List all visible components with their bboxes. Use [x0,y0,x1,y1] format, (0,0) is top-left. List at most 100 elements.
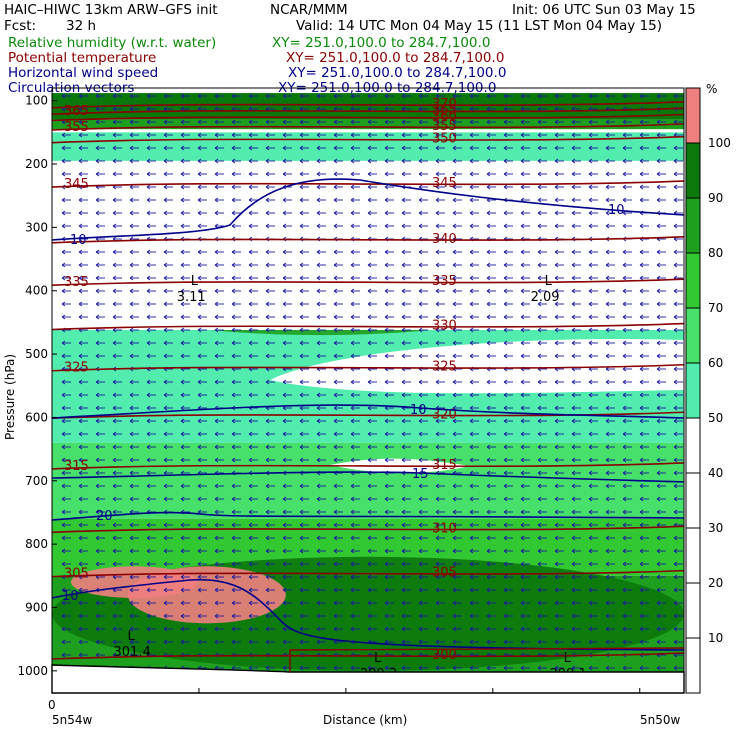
vector-arrow-246 [469,171,479,177]
vector-arrow-1215 [588,509,598,515]
vector-arrow-975 [282,431,292,437]
vector-arrow-1200 [333,509,343,515]
vector-arrow-877 [503,392,513,398]
vector-arrow-1204 [401,509,411,515]
vector-arrow-1017 [367,444,377,450]
vector-arrow-8 [197,93,207,99]
vector-arrow-98 [469,119,479,125]
vector-arrow-377 [180,223,190,229]
vector-arrow-1251 [571,522,581,528]
vector-arrow-1480 [61,613,71,619]
vector-arrow-106 [605,119,615,125]
vector-arrow-1551 [639,626,649,632]
vector-arrow-1568 [299,639,309,645]
vector-arrow-227 [146,171,156,177]
vector-arrow-758 [367,353,377,359]
vector-arrow-588 [622,288,632,294]
vector-arrow-954 [554,418,564,424]
vector-arrow-1462 [384,600,394,606]
vector-arrow-351 [367,210,377,216]
vector-arrow-955 [571,418,581,424]
vector-arrow-1373 [129,574,139,580]
vector-arrow-916 [537,405,547,411]
vector-arrow-1039 [112,457,122,463]
vector-arrow-499 [367,262,377,268]
vector-arrow-1494 [299,613,309,619]
vector-arrow-888 [61,405,71,411]
theta-line-305 [52,569,684,578]
vector-arrow-619 [520,301,530,307]
vector-arrow-311 [316,197,326,203]
vector-arrow-1212 [537,509,547,515]
vector-arrow-556 [78,288,88,294]
vector-arrow-649 [401,314,411,320]
theta-label-340: 340 [432,232,457,247]
vector-arrow-548 [571,275,581,281]
vector-arrow-1588 [639,639,649,645]
vector-arrow-595 [112,301,122,307]
vector-arrow-1509 [554,613,564,619]
vector-arrow-839 [486,379,496,385]
vector-arrow-1229 [197,522,207,528]
vector-arrow-1296 [78,548,88,554]
vector-arrow-253 [588,171,598,177]
vector-arrow-1544 [520,626,530,632]
vector-arrow-1303 [197,548,207,554]
vector-arrow-457 [282,249,292,255]
vector-arrow-1336 [129,561,139,567]
vector-arrow-1503 [452,613,462,619]
vector-arrow-306 [231,197,241,203]
vector-arrow-618 [503,301,513,307]
vector-arrow-211 [503,158,513,164]
vector-arrow-122 [248,132,258,138]
vector-arrow-91 [350,119,360,125]
vector-arrow-1151 [129,496,139,502]
theta-label-310: 310 [432,521,457,536]
vector-arrow-1019 [401,444,411,450]
vector-arrow-1487 [180,613,190,619]
vector-arrow-111 [61,132,71,138]
colorbar-tick-label-100: 100 [708,136,731,150]
vector-arrow-639 [231,314,241,320]
vector-arrow-1285 [520,535,530,541]
vector-arrow-1428 [435,587,445,593]
vector-arrow-1581 [520,639,530,645]
vector-arrow-248 [503,171,513,177]
vector-arrow-1475 [605,600,615,606]
vector-arrow-603 [248,301,258,307]
vector-arrow-1009 [231,444,241,450]
vector-arrow-503 [435,262,445,268]
vector-arrow-1104 [588,470,598,476]
vector-arrow-1115 [146,483,156,489]
vector-arrow-1027 [537,444,547,450]
vector-arrow-1064 [537,457,547,463]
colorbar-tick-label-20: 20 [708,576,723,590]
vector-arrow-324 [537,197,547,203]
vector-arrow-1562 [197,639,207,645]
vector-arrow-850 [673,379,683,385]
vector-arrow-1426 [401,587,411,593]
vector-arrow-1125 [316,483,326,489]
vector-arrow-693 [520,327,530,333]
y-tick-label-600: 600 [25,410,48,424]
vector-arrow-561 [163,288,173,294]
vector-arrow-971 [214,431,224,437]
vector-arrow-1575 [418,639,428,645]
vector-arrow-510 [554,262,564,268]
vector-arrow-1183 [673,496,683,502]
vector-arrow-134 [452,132,462,138]
vector-arrow-109 [656,119,666,125]
vector-arrow-885 [639,392,649,398]
vector-arrow-475 [588,249,598,255]
vector-arrow-103 [554,119,564,125]
vector-arrow-766 [503,353,513,359]
vector-arrow-1253 [605,522,615,528]
vector-arrow-1367 [656,561,666,567]
vector-arrow-935 [231,418,241,424]
vector-arrow-256 [639,171,649,177]
vector-arrow-1368 [673,561,683,567]
vector-arrow-353 [401,210,411,216]
vector-arrow-568 [282,288,292,294]
vector-arrow-764 [469,353,479,359]
vector-arrow-269 [231,184,241,190]
